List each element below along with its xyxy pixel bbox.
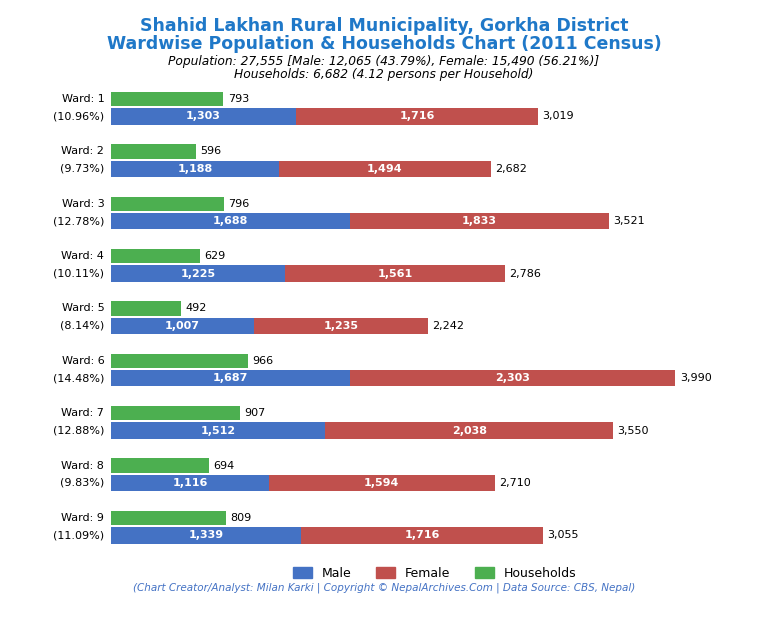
Text: (9.73%): (9.73%): [60, 164, 104, 174]
Text: 2,303: 2,303: [495, 373, 530, 383]
Text: 3,550: 3,550: [617, 426, 649, 435]
Bar: [111, 475, 269, 491]
Text: Ward: 4: Ward: 4: [61, 251, 104, 261]
Text: (8.14%): (8.14%): [60, 321, 104, 331]
Text: 3,521: 3,521: [614, 216, 645, 226]
Text: 796: 796: [228, 199, 250, 209]
Text: (10.11%): (10.11%): [53, 269, 104, 278]
Bar: [296, 108, 538, 125]
Bar: [350, 213, 609, 229]
Text: Ward: 3: Ward: 3: [61, 199, 104, 209]
Text: (12.78%): (12.78%): [53, 216, 104, 226]
Bar: [111, 406, 240, 421]
Text: Population: 27,555 [Male: 12,065 (43.79%), Female: 15,490 (56.21%)]: Population: 27,555 [Male: 12,065 (43.79%…: [168, 55, 600, 68]
Bar: [111, 302, 181, 316]
Bar: [285, 265, 505, 282]
Text: Ward: 5: Ward: 5: [61, 303, 104, 313]
Text: 1,594: 1,594: [364, 478, 399, 488]
Text: 2,038: 2,038: [452, 426, 487, 435]
Text: 809: 809: [230, 513, 251, 523]
Text: 1,716: 1,716: [404, 530, 439, 540]
Bar: [111, 108, 296, 125]
Text: 1,235: 1,235: [323, 321, 359, 331]
Text: 2,242: 2,242: [432, 321, 465, 331]
Text: 3,990: 3,990: [680, 373, 711, 383]
Text: (12.88%): (12.88%): [53, 426, 104, 435]
Text: 2,710: 2,710: [498, 478, 531, 488]
Text: 1,007: 1,007: [165, 321, 200, 331]
Bar: [111, 354, 248, 368]
Bar: [111, 422, 325, 439]
Legend: Male, Female, Households: Male, Female, Households: [288, 562, 582, 584]
Text: 793: 793: [228, 94, 249, 104]
Text: 966: 966: [252, 356, 273, 366]
Bar: [253, 318, 429, 334]
Bar: [280, 161, 491, 177]
Text: 1,716: 1,716: [399, 112, 435, 121]
Bar: [111, 213, 350, 229]
Text: Ward: 9: Ward: 9: [61, 513, 104, 523]
Bar: [111, 459, 210, 473]
Bar: [111, 92, 223, 106]
Text: 1,833: 1,833: [462, 216, 497, 226]
Bar: [300, 527, 543, 543]
Text: 1,687: 1,687: [213, 373, 248, 383]
Bar: [111, 196, 224, 211]
Bar: [111, 511, 226, 525]
Text: 629: 629: [204, 251, 226, 261]
Text: (10.96%): (10.96%): [53, 112, 104, 121]
Text: 1,303: 1,303: [186, 112, 221, 121]
Text: (Chart Creator/Analyst: Milan Karki | Copyright © NepalArchives.Com | Data Sourc: (Chart Creator/Analyst: Milan Karki | Co…: [133, 583, 635, 593]
Text: 1,512: 1,512: [200, 426, 236, 435]
Bar: [111, 527, 300, 543]
Bar: [111, 144, 196, 159]
Bar: [111, 370, 350, 386]
Text: (11.09%): (11.09%): [53, 530, 104, 540]
Text: 1,188: 1,188: [177, 164, 213, 174]
Text: 596: 596: [200, 146, 221, 156]
Bar: [111, 318, 253, 334]
Text: 492: 492: [185, 303, 207, 313]
Text: Shahid Lakhan Rural Municipality, Gorkha District: Shahid Lakhan Rural Municipality, Gorkha…: [140, 17, 628, 36]
Text: (9.83%): (9.83%): [60, 478, 104, 488]
Bar: [350, 370, 676, 386]
Bar: [111, 249, 200, 264]
Bar: [269, 475, 495, 491]
Text: 1,225: 1,225: [180, 269, 216, 278]
Bar: [111, 161, 280, 177]
Text: 1,339: 1,339: [188, 530, 223, 540]
Text: 2,786: 2,786: [509, 269, 541, 278]
Text: 1,561: 1,561: [377, 269, 412, 278]
Text: Ward: 1: Ward: 1: [61, 94, 104, 104]
Text: 1,688: 1,688: [213, 216, 248, 226]
Bar: [111, 265, 285, 282]
Text: Ward: 6: Ward: 6: [61, 356, 104, 366]
Text: Wardwise Population & Households Chart (2011 Census): Wardwise Population & Households Chart (…: [107, 35, 661, 53]
Text: Households: 6,682 (4.12 persons per Household): Households: 6,682 (4.12 persons per Hous…: [234, 68, 534, 81]
Bar: [325, 422, 614, 439]
Text: 2,682: 2,682: [495, 164, 527, 174]
Text: 907: 907: [243, 408, 265, 418]
Text: (14.48%): (14.48%): [53, 373, 104, 383]
Text: 3,019: 3,019: [542, 112, 574, 121]
Text: Ward: 8: Ward: 8: [61, 460, 104, 470]
Text: Ward: 2: Ward: 2: [61, 146, 104, 156]
Text: Ward: 7: Ward: 7: [61, 408, 104, 418]
Text: 3,055: 3,055: [548, 530, 579, 540]
Text: 694: 694: [214, 460, 235, 470]
Text: 1,494: 1,494: [367, 164, 402, 174]
Text: 1,116: 1,116: [173, 478, 208, 488]
